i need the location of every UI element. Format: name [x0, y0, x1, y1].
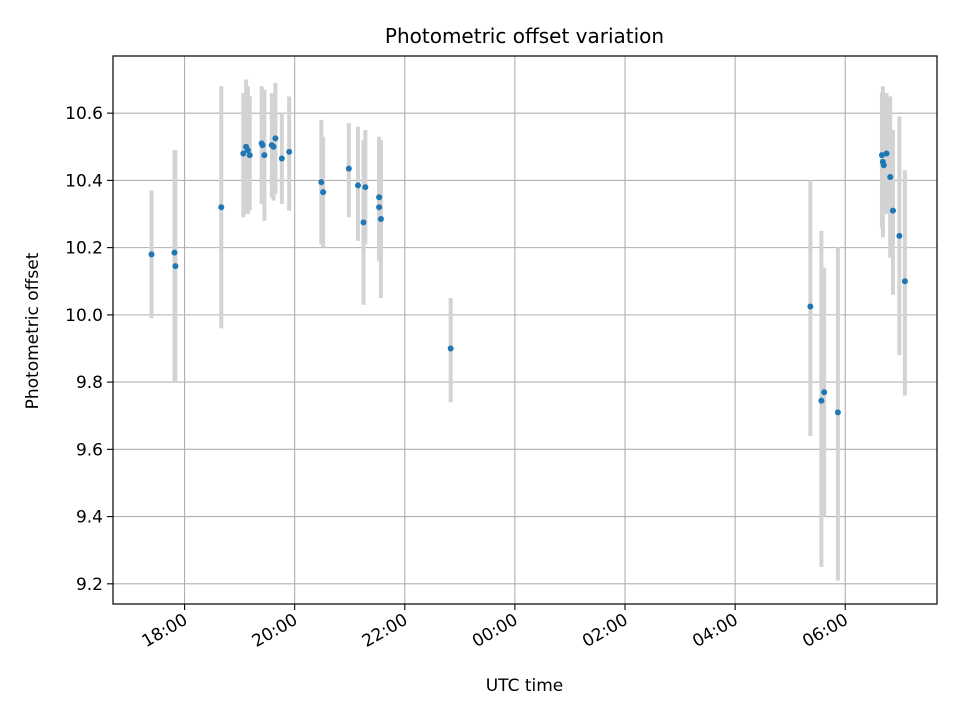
data-point: [889, 207, 896, 214]
data-point: [261, 152, 268, 159]
data-point: [362, 184, 369, 191]
data-point: [320, 189, 327, 196]
y-axis-ticks: 9.2 9.4 9.6 9.8 10.0 10.2 10.4 10.6: [65, 104, 113, 595]
data-point: [834, 409, 841, 416]
data-point: [259, 142, 266, 149]
data-point: [360, 219, 367, 226]
data-point: [376, 194, 383, 201]
data-points: [148, 135, 908, 416]
data-point: [270, 143, 277, 150]
y-tick-label: 9.2: [76, 575, 103, 595]
data-point: [345, 165, 352, 172]
data-point: [278, 155, 285, 162]
data-point: [148, 251, 155, 258]
y-axis-label: Photometric offset: [23, 252, 43, 409]
data-point: [272, 135, 279, 142]
data-point: [887, 174, 894, 181]
plot-frame: [112, 55, 938, 605]
data-point: [171, 249, 178, 256]
y-tick-label: 9.4: [76, 508, 103, 528]
y-tick-label: 10.2: [65, 239, 103, 259]
data-point: [883, 150, 890, 157]
data-point: [878, 152, 885, 159]
y-tick-label: 9.8: [76, 373, 103, 393]
y-tick-label: 9.6: [76, 440, 103, 460]
data-point: [172, 263, 179, 270]
data-point: [818, 397, 825, 404]
data-point: [821, 389, 828, 396]
data-point: [377, 216, 384, 223]
data-point: [246, 152, 253, 159]
data-point: [807, 303, 814, 310]
data-point: [244, 147, 251, 154]
data-point: [447, 345, 454, 352]
y-tick-label: 10.0: [65, 306, 103, 326]
data-point: [376, 204, 383, 211]
data-point: [880, 162, 887, 169]
data-point: [318, 179, 325, 186]
data-point: [218, 204, 225, 211]
chart-title: Photometric offset variation: [385, 24, 664, 48]
data-point: [901, 278, 908, 285]
data-point: [286, 148, 293, 155]
data-point: [354, 182, 361, 189]
data-point: [896, 232, 903, 239]
data-point: [240, 150, 247, 157]
x-axis-label: UTC time: [486, 676, 564, 696]
y-tick-label: 10.4: [65, 171, 103, 191]
grid: [113, 56, 937, 604]
y-tick-label: 10.6: [65, 104, 103, 124]
